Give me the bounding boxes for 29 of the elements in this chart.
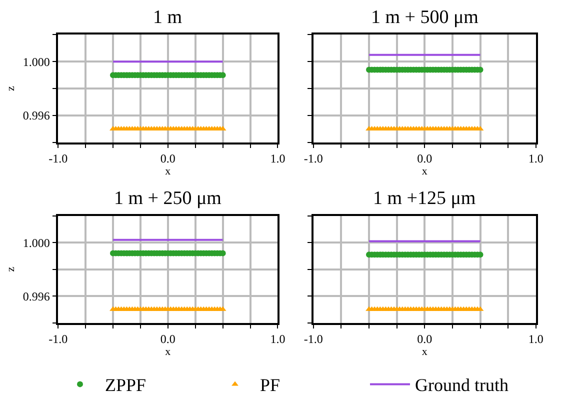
- legend-label: PF: [260, 375, 280, 396]
- x-axis-title: x: [422, 166, 428, 178]
- x-tick-label: 0.0: [160, 332, 176, 346]
- x-tick-label: 0.0: [160, 152, 176, 166]
- y-tick-label: 1.000: [22, 236, 50, 250]
- x-tick-label: 1.0: [270, 152, 286, 166]
- legend-label: ZPPF: [105, 375, 146, 396]
- x-tick-label: -1.0: [48, 152, 68, 166]
- x-tick-label: -1.0: [48, 332, 68, 346]
- x-tick-label: -1.0: [304, 332, 323, 346]
- y-tick-label: 1.000: [22, 54, 50, 69]
- x-axis-title: x: [165, 346, 172, 358]
- x-axis-title: x: [422, 346, 428, 358]
- y-tick-label: 0.996: [22, 108, 50, 123]
- x-tick-label: 1.0: [528, 332, 544, 346]
- x-tick-label: 0.0: [417, 332, 432, 346]
- x-tick-label: -1.0: [304, 152, 323, 166]
- chart-title: 1 m +125 μm: [373, 188, 476, 209]
- chart-title: 1 m: [153, 7, 182, 28]
- x-tick-label: 1.0: [528, 152, 544, 166]
- x-tick-label: 0.0: [417, 152, 432, 166]
- x-axis-title: x: [165, 166, 172, 178]
- x-tick-label: 1.0: [270, 332, 286, 346]
- y-axis-title: z: [5, 86, 18, 92]
- y-axis-title: z: [5, 266, 18, 272]
- chart-title: 1 m + 500 μm: [371, 7, 479, 28]
- chart-title: 1 m + 250 μm: [114, 188, 222, 209]
- y-tick-label: 0.996: [22, 289, 50, 304]
- legend-label: Ground truth: [415, 375, 508, 396]
